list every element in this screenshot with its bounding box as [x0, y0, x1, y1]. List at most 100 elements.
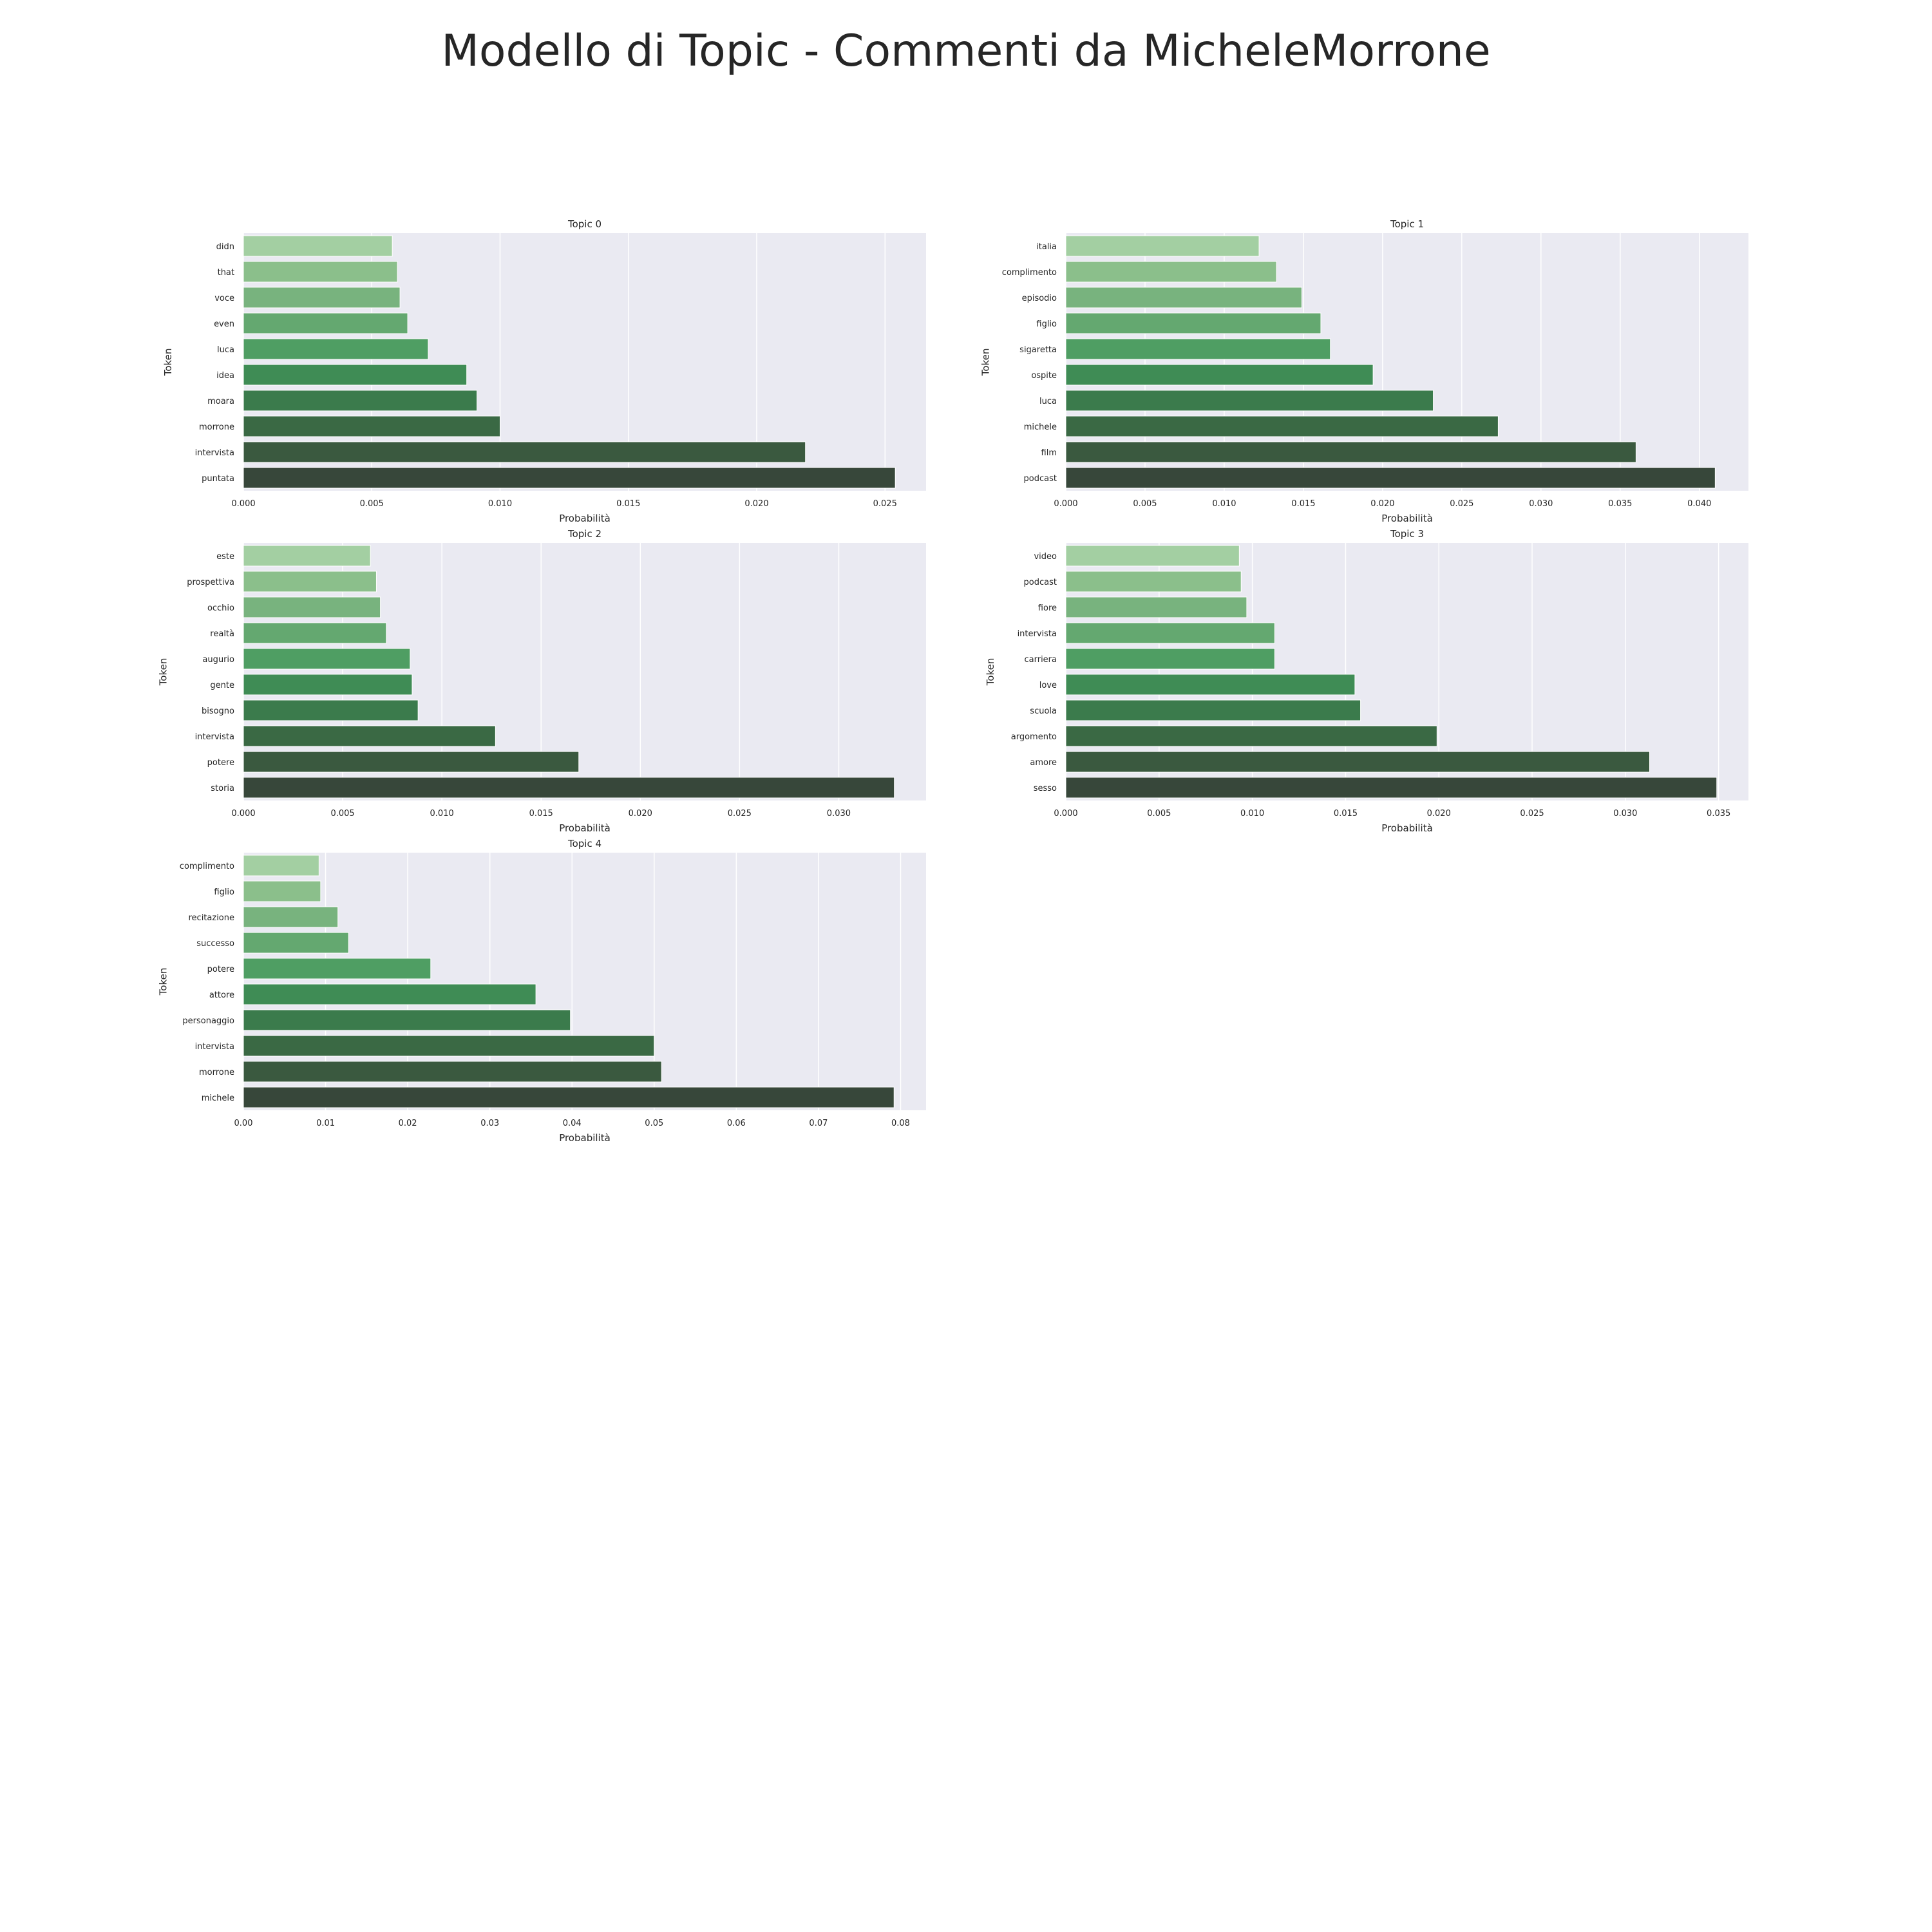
y-axis-label: Token	[980, 348, 991, 377]
y-tick-label: morrone	[199, 422, 234, 432]
bar-love	[1065, 674, 1356, 696]
x-tick-label: 0.035	[1707, 809, 1730, 819]
y-tick-label: podcast	[1024, 578, 1057, 587]
y-axis-label: Token	[157, 968, 169, 996]
x-tick-label: 0.025	[728, 809, 752, 819]
x-tick-label: 0.030	[827, 809, 851, 819]
x-tick-label: 0.08	[891, 1119, 910, 1128]
bar-voce	[243, 287, 401, 308]
y-tick-label: film	[1041, 448, 1057, 458]
x-tick-label: 0.000	[1054, 809, 1077, 819]
y-tick-label: michele	[202, 1094, 234, 1103]
y-tick-label: moara	[207, 397, 234, 406]
bar-realtà	[243, 622, 387, 644]
chart-title: Topic 4	[567, 838, 601, 849]
y-tick-label: michele	[1024, 422, 1057, 432]
y-tick-label: storia	[211, 784, 234, 793]
y-tick-label: potere	[207, 758, 234, 768]
y-tick-label: prospettiva	[187, 578, 234, 587]
bar-intervista	[1065, 622, 1275, 644]
y-tick-label: complimento	[1002, 268, 1057, 278]
y-tick-label: fiore	[1038, 603, 1057, 613]
bar-film	[1065, 441, 1636, 463]
x-tick-label: 0.04	[563, 1119, 582, 1128]
x-tick-label: 0.00	[234, 1119, 253, 1128]
y-tick-label: intervista	[195, 1042, 234, 1052]
y-tick-label: complimento	[180, 862, 234, 871]
y-tick-label: argomento	[1011, 732, 1057, 742]
x-tick-label: 0.025	[1450, 499, 1473, 509]
x-tick-label: 0.040	[1687, 499, 1711, 509]
y-tick-label: intervista	[195, 732, 234, 742]
y-tick-label: este	[216, 552, 234, 562]
x-tick-label: 0.015	[1334, 809, 1358, 819]
y-tick-label: sigaretta	[1019, 345, 1057, 355]
chart-title: Topic 3	[1390, 528, 1424, 540]
y-tick-label: figlio	[1036, 319, 1057, 329]
chart-panel-2: 0.000 0.005 0.010 0.015 0.020 0.025 0.030 este p…	[157, 528, 926, 834]
chart-panel-4: 0.00 0.01 0.02 0.03 0.04 0.05 0.06 0.07 0.08 comp…	[157, 838, 926, 1144]
x-tick-label: 0.01	[316, 1119, 335, 1128]
x-tick-label: 0.07	[809, 1119, 828, 1128]
bar-attore	[243, 983, 536, 1005]
x-tick-label: 0.005	[330, 809, 354, 819]
bar-morrone	[243, 415, 500, 437]
bar-scuola	[1065, 699, 1361, 721]
bar-video	[1065, 545, 1240, 567]
y-tick-label: augurio	[202, 655, 234, 665]
x-tick-label: 0.000	[231, 499, 255, 509]
bar-carriera	[1065, 648, 1275, 670]
y-tick-label: didn	[216, 242, 234, 252]
bar-puntata	[243, 467, 896, 489]
x-tick-label: 0.025	[1520, 809, 1544, 819]
y-tick-label: personaggio	[182, 1016, 234, 1026]
y-tick-label: bisogno	[202, 706, 234, 716]
x-tick-label: 0.010	[430, 809, 454, 819]
bar-figlio	[1065, 312, 1321, 334]
bar-recitazione	[243, 906, 339, 928]
y-tick-label: puntata	[202, 474, 234, 484]
bar-gente	[243, 674, 413, 696]
bar-luca	[1065, 390, 1434, 412]
y-tick-label: sesso	[1034, 784, 1057, 793]
x-tick-label: 0.005	[1147, 809, 1171, 819]
x-tick-label: 0.020	[629, 809, 652, 819]
x-tick-label: 0.035	[1608, 499, 1632, 509]
y-tick-label: attore	[209, 990, 234, 1000]
x-tick-label: 0.03	[480, 1119, 499, 1128]
x-tick-label: 0.025	[873, 499, 897, 509]
y-tick-label: even	[214, 319, 234, 329]
x-tick-label: 0.020	[1370, 499, 1394, 509]
y-tick-label: intervista	[195, 448, 234, 458]
chart-title: Topic 2	[567, 528, 601, 540]
bar-este	[243, 545, 371, 567]
y-tick-label: voce	[214, 294, 234, 303]
bar-prospettiva	[243, 571, 377, 592]
bar-sesso	[1065, 777, 1718, 799]
x-tick-label: 0.005	[360, 499, 384, 509]
x-tick-label: 0.010	[488, 499, 512, 509]
bar-figlio	[243, 880, 321, 902]
bar-augurio	[243, 648, 411, 670]
x-tick-label: 0.015	[529, 809, 553, 819]
bar-potere	[243, 958, 431, 980]
y-tick-label: intervista	[1018, 629, 1057, 639]
bar-personaggio	[243, 1009, 571, 1031]
bar-episodio	[1065, 287, 1302, 308]
y-tick-label: video	[1034, 552, 1057, 562]
y-tick-label: love	[1039, 681, 1057, 690]
x-axis-label: Probabilità	[559, 1132, 611, 1144]
y-tick-label: idea	[216, 371, 234, 381]
x-tick-label: 0.000	[1054, 499, 1077, 509]
bar-successo	[243, 932, 349, 954]
x-axis-label: Probabilità	[559, 513, 611, 524]
y-tick-label: that	[218, 268, 234, 278]
bar-didn	[243, 235, 393, 257]
y-tick-label: amore	[1030, 758, 1057, 768]
y-axis-label: Token	[157, 658, 169, 687]
bar-michele	[243, 1086, 895, 1108]
y-tick-label: successo	[196, 939, 234, 949]
bar-intervista	[243, 725, 496, 747]
